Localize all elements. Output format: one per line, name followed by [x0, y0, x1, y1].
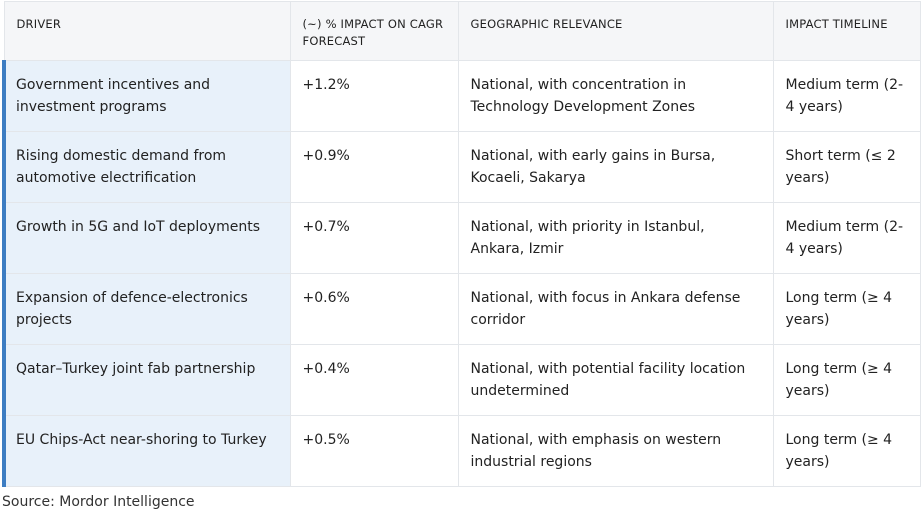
impact-cell: +0.6%: [289, 273, 459, 345]
driver-cell: Expansion of defence-electronics project…: [2, 273, 291, 345]
table-row: EU Chips-Act near-shoring to Turkey +0.5…: [2, 415, 921, 487]
table-row: Rising domestic demand from automotive e…: [2, 131, 921, 203]
header-driver: DRIVER: [3, 1, 291, 61]
timeline-cell: Medium term (2-4 years): [772, 202, 921, 274]
table-row: Growth in 5G and IoT deployments +0.7% N…: [2, 202, 921, 274]
timeline-cell: Medium term (2-4 years): [772, 60, 921, 132]
driver-cell: Growth in 5G and IoT deployments: [2, 202, 291, 274]
header-geography: GEOGRAPHIC RELEVANCE: [457, 1, 774, 61]
impact-cell: +0.7%: [289, 202, 459, 274]
geography-cell: National, with early gains in Bursa, Koc…: [457, 131, 774, 203]
geography-cell: National, with focus in Ankara defense c…: [457, 273, 774, 345]
driver-cell: Government incentives and investment pro…: [2, 60, 291, 132]
source-note: Source: Mordor Intelligence: [2, 494, 195, 510]
timeline-cell: Short term (≤ 2 years): [772, 131, 921, 203]
header-impact: (~) % IMPACT ON CAGR FORECAST: [289, 1, 459, 61]
table-row: Government incentives and investment pro…: [2, 60, 921, 132]
drivers-table: DRIVER (~) % IMPACT ON CAGR FORECAST GEO…: [2, 1, 921, 487]
driver-cell: Qatar–Turkey joint fab partnership: [2, 344, 291, 416]
geography-cell: National, with concentration in Technolo…: [457, 60, 774, 132]
table-row: Qatar–Turkey joint fab partnership +0.4%…: [2, 344, 921, 416]
table-row: Expansion of defence-electronics project…: [2, 273, 921, 345]
geography-cell: National, with priority in Istanbul, Ank…: [457, 202, 774, 274]
impact-cell: +0.4%: [289, 344, 459, 416]
timeline-cell: Long term (≥ 4 years): [772, 273, 921, 345]
timeline-cell: Long term (≥ 4 years): [772, 344, 921, 416]
driver-cell: EU Chips-Act near-shoring to Turkey: [2, 415, 291, 487]
geography-cell: National, with emphasis on western indus…: [457, 415, 774, 487]
driver-cell: Rising domestic demand from automotive e…: [2, 131, 291, 203]
table-header-row: DRIVER (~) % IMPACT ON CAGR FORECAST GEO…: [3, 1, 921, 61]
impact-cell: +0.5%: [289, 415, 459, 487]
header-timeline: IMPACT TIMELINE: [772, 1, 921, 61]
timeline-cell: Long term (≥ 4 years): [772, 415, 921, 487]
geography-cell: National, with potential facility locati…: [457, 344, 774, 416]
impact-cell: +0.9%: [289, 131, 459, 203]
impact-cell: +1.2%: [289, 60, 459, 132]
